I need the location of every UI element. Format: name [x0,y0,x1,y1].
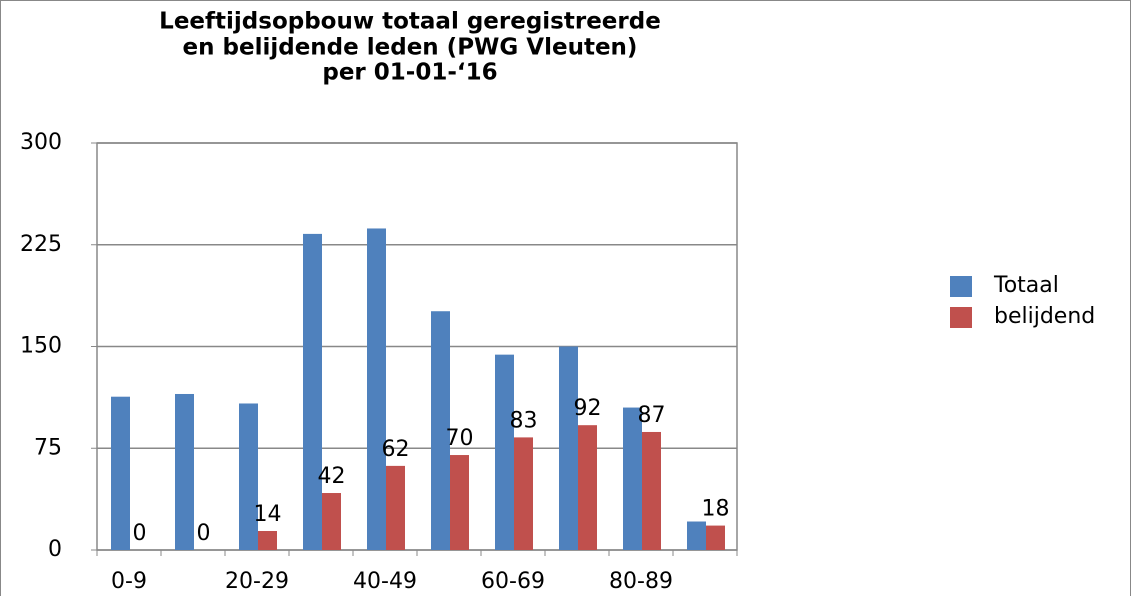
x-tick-label: 20-29 [225,569,289,594]
data-label: 92 [574,396,602,421]
bar [578,425,597,550]
x-tick-label: 80-89 [609,569,673,594]
legend-label: belijdend [994,304,1095,329]
legend-swatch [950,276,972,297]
bar [450,455,469,550]
bar [367,228,386,550]
bar [623,407,642,550]
bar [303,233,322,550]
bar [322,493,341,550]
data-label: 83 [510,408,538,433]
y-tick-label: 75 [34,435,62,460]
bar [175,393,194,550]
data-label: 87 [638,403,666,428]
x-tick-label: 40-49 [353,569,417,594]
legend-swatch [950,307,972,328]
bar [495,354,514,550]
chart-title: Leeftijdsopbouw totaal geregistreerde [159,9,661,35]
data-label: 0 [133,521,147,546]
legend-label: Totaal [993,273,1059,298]
data-label: 0 [197,521,211,546]
y-tick-label: 300 [20,130,62,155]
data-label: 62 [382,437,410,462]
bar [386,465,405,550]
data-label: 14 [254,502,282,527]
bar [258,531,277,550]
y-tick-label: 0 [48,537,62,562]
bar [514,437,533,550]
data-label: 70 [446,426,474,451]
bar [706,525,725,550]
x-tick-label: 0-9 [111,569,147,594]
y-tick-label: 225 [20,232,62,257]
bar [687,521,706,550]
y-tick-label: 150 [20,334,62,359]
x-tick-label: 60-69 [481,569,545,594]
bar [239,403,258,550]
bar [431,311,450,550]
bar [559,346,578,550]
data-label: 42 [318,464,346,489]
bar [111,396,130,550]
bar [642,431,661,550]
chart-title: en belijdende leden (PWG Vleuten) [183,35,638,61]
data-label: 18 [702,497,730,522]
chart-title: per 01-01-‘16 [322,60,497,86]
